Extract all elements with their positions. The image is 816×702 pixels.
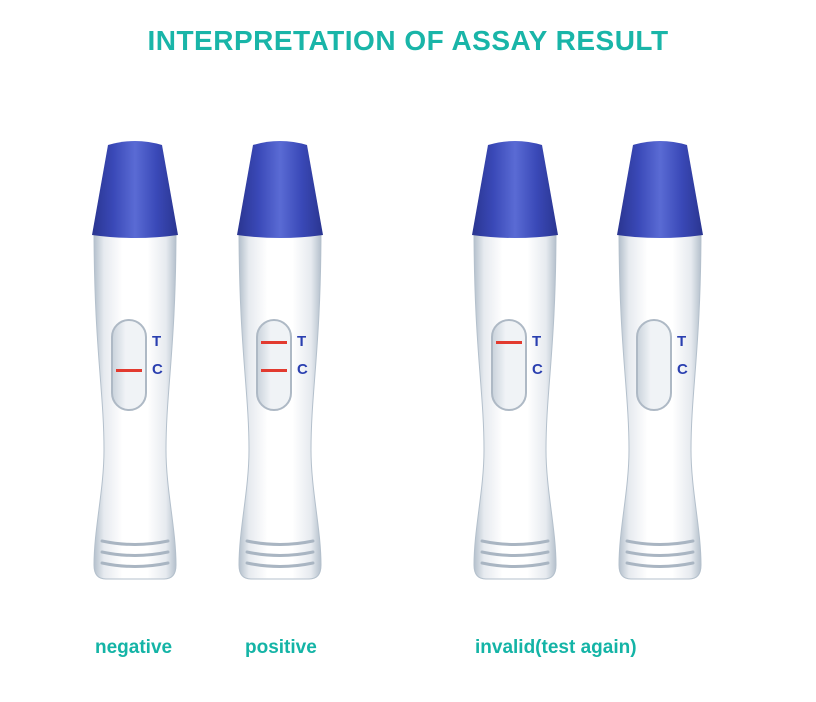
c-line — [261, 369, 287, 372]
result-label: negative — [95, 637, 172, 659]
labels-row: negative positive invalid(test again) — [0, 637, 816, 667]
c-label: C — [152, 361, 163, 378]
t-label: T — [532, 333, 541, 350]
t-line — [496, 341, 522, 344]
test-stick: TC — [460, 135, 570, 585]
test-stick: TC — [225, 135, 335, 585]
c-line — [116, 369, 142, 372]
c-label: C — [677, 361, 688, 378]
c-label: C — [297, 361, 308, 378]
t-label: T — [677, 333, 686, 350]
t-label: T — [152, 333, 161, 350]
t-line — [261, 341, 287, 344]
result-label: invalid(test again) — [475, 637, 637, 659]
t-label: T — [297, 333, 306, 350]
result-label: positive — [245, 637, 317, 659]
test-stick: TC — [80, 135, 190, 585]
test-stick: TC — [605, 135, 715, 585]
page-title: INTERPRETATION OF ASSAY RESULT — [0, 25, 816, 57]
sticks-row: TCTCTCTC — [0, 135, 816, 605]
c-label: C — [532, 361, 543, 378]
